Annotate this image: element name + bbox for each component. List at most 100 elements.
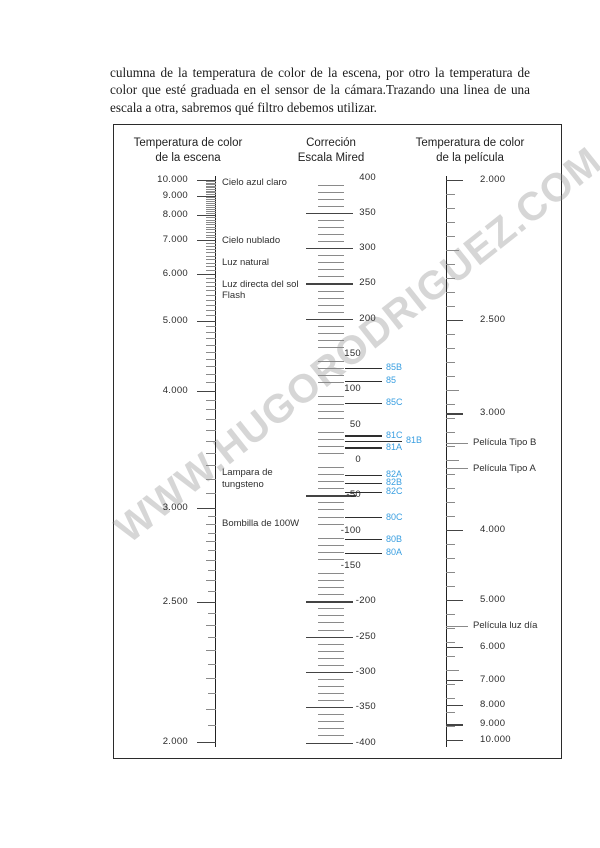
mired-scale-tick-label: -100 <box>340 524 361 536</box>
filter-label: 80B <box>386 533 403 544</box>
left-scale-minor-tick <box>208 663 216 665</box>
mired-scale-minor-tick <box>318 467 344 469</box>
left-scale-minor-tick <box>206 541 216 543</box>
mired-scale-minor-tick <box>318 445 344 447</box>
right-scale-major-tick <box>446 180 463 182</box>
left-scale-minor-tick <box>206 252 216 254</box>
mired-scale-minor-tick <box>318 629 344 631</box>
left-scale-major-tick <box>197 273 216 275</box>
mired-scale-minor-tick <box>318 516 344 518</box>
mired-scale-tick-label: -350 <box>355 701 376 713</box>
left-scale-annotation: Cielo azul claro <box>222 177 287 189</box>
mired-scale-title: Correción Escala Mired <box>251 136 411 166</box>
left-scale-minor-tick <box>206 478 216 480</box>
left-scale-minor-tick <box>206 315 216 316</box>
filter-label: 81B <box>406 435 423 446</box>
left-scale-minor-tick <box>206 217 216 219</box>
left-scale-minor-tick <box>208 613 216 614</box>
right-scale-minor-tick <box>446 348 455 349</box>
mired-scale-minor-tick <box>318 219 344 221</box>
mired-scale-minor-tick <box>318 608 344 610</box>
left-scale-minor-tick <box>206 286 216 287</box>
mired-scale-minor-tick <box>318 714 344 716</box>
left-scale-minor-tick <box>206 304 216 306</box>
right-scale-minor-tick <box>446 558 455 559</box>
mired-scale-minor-tick <box>318 297 344 299</box>
mired-scale-minor-tick <box>318 544 344 546</box>
mired-scale-tick-label: -50 <box>346 489 361 501</box>
left-scale-minor-tick <box>208 724 216 726</box>
right-scale-minor-tick <box>446 544 455 545</box>
mired-scale-minor-tick <box>318 184 344 186</box>
mired-scale-minor-tick <box>318 686 344 687</box>
left-scale-minor-tick <box>206 277 216 279</box>
right-scale-minor-tick <box>446 278 455 279</box>
right-scale-major-tick <box>446 320 463 322</box>
left-scale-minor-tick <box>206 237 216 239</box>
left-scale-minor-tick <box>206 181 216 183</box>
left-scale-minor-tick <box>206 234 216 236</box>
mired-scale-minor-tick <box>318 241 344 243</box>
mired-scale-title-line2: Escala Mired <box>297 152 365 164</box>
left-scale-minor-tick <box>206 262 216 264</box>
mired-scale-minor-tick <box>318 375 344 377</box>
mired-scale-minor-tick <box>318 234 344 235</box>
mired-scale-major-tick <box>306 283 353 285</box>
nomogram-figure-box <box>113 124 562 759</box>
mired-scale-minor-tick <box>318 502 344 504</box>
mired-scale-tick-label: 0 <box>355 454 361 465</box>
left-scale-minor-tick <box>206 452 216 454</box>
right-scale-minor-tick <box>446 670 459 671</box>
right-scale-title-line1: Temperatura de color <box>415 137 525 149</box>
right-scale-minor-tick <box>446 390 459 391</box>
right-scale-major-tick <box>446 646 463 648</box>
mired-scale-minor-tick <box>318 226 344 228</box>
mired-scale-minor-tick <box>318 311 344 313</box>
left-scale-tick-label: 8.000 <box>162 209 188 221</box>
mired-scale-minor-tick <box>318 191 344 193</box>
left-scale-minor-tick <box>206 708 216 710</box>
left-scale-minor-tick <box>206 269 216 271</box>
left-scale-tick-label: 3.000 <box>162 501 188 513</box>
right-scale-minor-tick <box>446 502 455 503</box>
filter-label: 82B <box>386 477 403 488</box>
left-scale-minor-tick <box>206 201 216 202</box>
right-scale-minor-tick <box>446 334 455 335</box>
left-scale-minor-tick <box>206 197 216 199</box>
right-scale-annotation-tick <box>446 625 468 627</box>
mired-scale-title-line1: Correción <box>306 137 356 149</box>
right-scale-minor-tick <box>446 712 455 713</box>
filter-line <box>345 435 382 437</box>
left-scale-annotation: Luz natural <box>222 256 270 268</box>
left-scale-minor-tick <box>206 208 216 210</box>
intro-paragraph: culumna de la temperatura de color de la… <box>110 65 530 115</box>
mired-scale-minor-tick <box>318 205 344 207</box>
mired-scale-minor-tick <box>318 728 344 730</box>
left-scale-minor-tick <box>206 429 216 431</box>
right-scale-minor-tick <box>446 446 455 447</box>
left-scale-minor-tick <box>206 202 216 204</box>
left-scale-minor-tick <box>206 190 216 192</box>
mired-scale-major-tick <box>306 707 353 709</box>
mired-scale-minor-tick <box>318 664 344 666</box>
left-scale-minor-tick <box>206 184 216 186</box>
right-scale-minor-tick <box>446 306 455 307</box>
right-scale-major-tick <box>446 724 463 726</box>
mired-scale-tick-label: -200 <box>355 595 376 607</box>
right-scale-tick-label: 7.000 <box>480 674 506 685</box>
left-scale-tick-label: 9.000 <box>162 189 188 201</box>
mired-scale-tick-label: 350 <box>359 206 376 218</box>
filter-label: 85B <box>386 362 403 372</box>
left-scale-title: Temperatura de color de la escena <box>98 136 278 166</box>
mired-scale-minor-tick <box>318 325 344 327</box>
mired-scale-minor-tick <box>318 587 344 589</box>
mired-scale-tick-label: 200 <box>359 312 376 324</box>
left-scale-minor-tick <box>206 366 216 368</box>
left-scale-minor-tick <box>206 224 216 226</box>
left-scale-title-line1: Temperatura de color <box>133 137 243 149</box>
mired-scale-minor-tick <box>318 262 344 264</box>
mired-scale-minor-tick <box>318 481 344 483</box>
left-scale-minor-tick <box>206 344 216 346</box>
right-scale-minor-tick <box>446 684 455 685</box>
mired-scale-minor-tick <box>318 523 344 525</box>
